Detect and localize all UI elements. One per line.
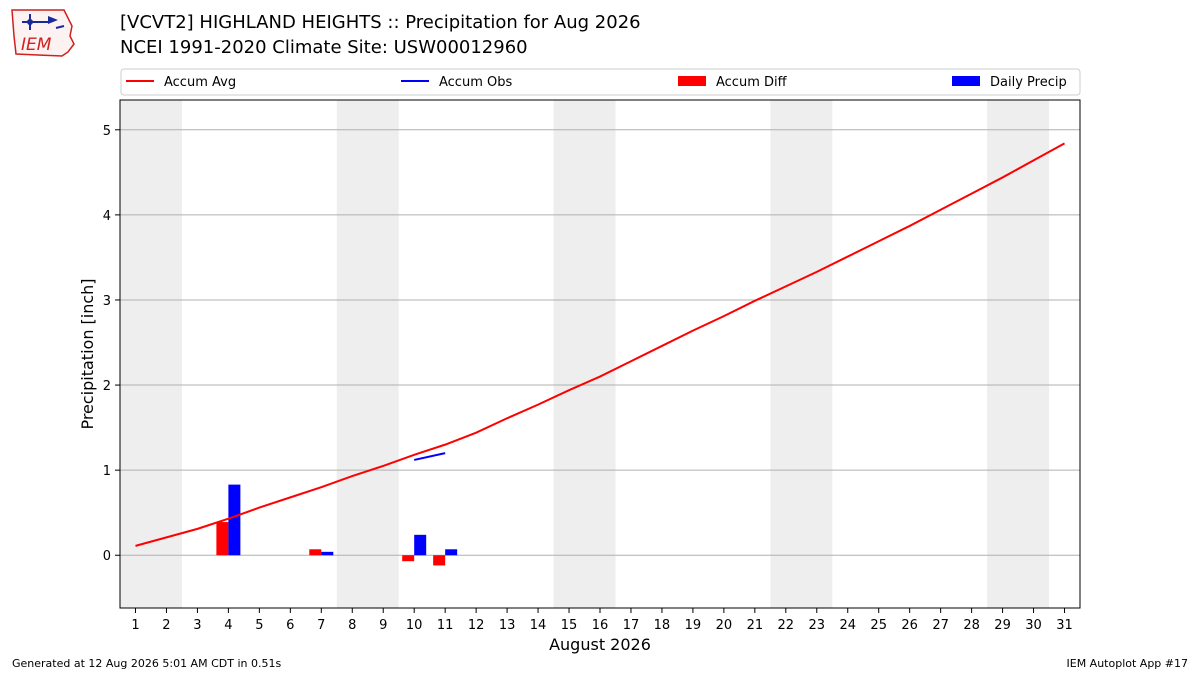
diff-bar-day-11 xyxy=(433,555,446,566)
y-axis-label: Precipitation [inch] xyxy=(78,278,97,429)
legend-label-accum-avg: Accum Avg xyxy=(164,75,236,90)
x-tick-label-14: 14 xyxy=(530,618,547,633)
logo-text: IEM xyxy=(21,35,52,55)
y-tick-label-1: 1 xyxy=(103,464,111,479)
x-tick-label-5: 5 xyxy=(255,618,263,633)
weekend-band-4 xyxy=(987,100,1050,608)
daily-bar-day-7 xyxy=(321,551,334,556)
x-tick-label-1: 1 xyxy=(131,618,139,633)
x-tick-label-23: 23 xyxy=(809,618,826,633)
weekend-band-1 xyxy=(336,100,399,608)
x-tick-label-30: 30 xyxy=(1025,618,1042,633)
x-tick-label-2: 2 xyxy=(162,618,170,633)
daily-bar-day-11 xyxy=(445,549,458,556)
legend-label-daily-precip: Daily Precip xyxy=(990,75,1067,90)
chart-subtitle: NCEI 1991-2020 Climate Site: USW00012960 xyxy=(120,37,528,58)
accum-avg-line xyxy=(135,142,1065,547)
legend-swatch-accum-diff xyxy=(678,76,706,86)
legend-label-accum-obs: Accum Obs xyxy=(439,75,512,90)
x-tick-label-15: 15 xyxy=(561,618,578,633)
x-tick-label-19: 19 xyxy=(685,618,702,633)
legend-label-accum-diff: Accum Diff xyxy=(716,75,788,90)
iem-logo-icon: IEM xyxy=(11,9,75,57)
legend-box xyxy=(120,68,1081,96)
generated-footer: Generated at 12 Aug 2026 5:01 AM CDT in … xyxy=(12,657,282,670)
daily-bar-day-4 xyxy=(228,484,241,556)
x-axis-label: August 2026 xyxy=(549,635,651,654)
x-tick-label-9: 9 xyxy=(379,618,387,633)
x-tick-label-11: 11 xyxy=(437,618,454,633)
x-tick-label-20: 20 xyxy=(716,618,733,633)
weekend-band-2 xyxy=(553,100,616,608)
x-tick-label-3: 3 xyxy=(193,618,201,633)
x-tick-label-17: 17 xyxy=(623,618,640,633)
x-tick-label-18: 18 xyxy=(654,618,671,633)
weekend-band-0 xyxy=(120,100,182,608)
y-tick-label-3: 3 xyxy=(103,294,111,309)
x-tick-label-31: 31 xyxy=(1056,618,1073,633)
y-tick-label-5: 5 xyxy=(103,124,111,139)
x-tick-label-4: 4 xyxy=(224,618,232,633)
diff-bar-day-7 xyxy=(309,549,322,556)
y-tick-label-0: 0 xyxy=(103,549,111,564)
x-tick-label-25: 25 xyxy=(870,618,887,633)
x-tick-label-16: 16 xyxy=(592,618,609,633)
accum-obs-line xyxy=(413,452,446,461)
diff-bar-day-4 xyxy=(216,522,229,556)
legend-swatch-daily-precip xyxy=(952,76,980,86)
x-tick-label-10: 10 xyxy=(406,618,423,633)
daily-bar-day-10 xyxy=(414,534,427,556)
x-tick-label-22: 22 xyxy=(778,618,795,633)
x-tick-label-12: 12 xyxy=(468,618,485,633)
x-tick-label-7: 7 xyxy=(317,618,325,633)
y-tick-label-4: 4 xyxy=(103,209,111,224)
diff-bar-day-10 xyxy=(402,555,415,562)
x-tick-label-6: 6 xyxy=(286,618,294,633)
y-tick-label-2: 2 xyxy=(103,379,111,394)
x-tick-label-28: 28 xyxy=(963,618,980,633)
x-tick-label-24: 24 xyxy=(839,618,856,633)
weekend-band-3 xyxy=(770,100,833,608)
chart-title: [VCVT2] HIGHLAND HEIGHTS :: Precipitatio… xyxy=(120,12,641,33)
x-tick-label-21: 21 xyxy=(747,618,764,633)
x-tick-label-26: 26 xyxy=(901,618,918,633)
app-footer: IEM Autoplot App #17 xyxy=(1066,657,1189,670)
x-tick-label-13: 13 xyxy=(499,618,516,633)
x-tick-label-8: 8 xyxy=(348,618,356,633)
x-tick-label-27: 27 xyxy=(932,618,949,633)
x-tick-label-29: 29 xyxy=(994,618,1011,633)
